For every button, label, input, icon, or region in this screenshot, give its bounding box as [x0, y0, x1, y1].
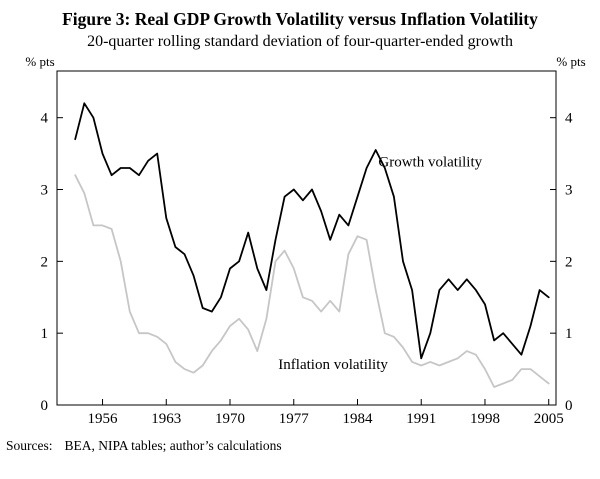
- series-label: Growth volatility: [378, 155, 482, 171]
- inflation-volatility-line: [74, 174, 550, 388]
- x-tick-label: 1956: [88, 411, 119, 427]
- x-tick-label: 2005: [534, 411, 564, 427]
- sources-label: Sources:: [6, 438, 53, 453]
- sources-note: Sources: BEA, NIPA tables; author’s calcu…: [6, 438, 600, 454]
- sources-text: BEA, NIPA tables; author’s calculations: [64, 438, 282, 453]
- chart-series: [74, 102, 550, 388]
- x-tick-label: 1984: [342, 411, 373, 427]
- y-tick-label-left: 4: [41, 111, 49, 127]
- y-tick-label-right: 0: [565, 398, 573, 414]
- axis-ticks: [57, 117, 556, 406]
- figure-title: Figure 3: Real GDP Growth Volatility ver…: [62, 9, 538, 29]
- line-chart: % pts % pts 0 0 1 1 2 2 3 3 4 4 1956 1963 1970 1977 19…: [25, 54, 585, 427]
- x-tick-label: 1977: [279, 411, 310, 427]
- series-label: Inflation volatility: [278, 357, 388, 373]
- y-axis-units-left: % pts: [25, 54, 54, 69]
- x-tick-label: 1991: [406, 411, 436, 427]
- axis-tick-labels: 0 0 1 1 2 2 3 3 4 4 1956 1963 1970 1977 1984 1991 1998 20…: [41, 111, 574, 427]
- x-tick-label: 1970: [215, 411, 245, 427]
- y-tick-label-left: 3: [41, 183, 49, 199]
- figure-subtitle: 20-quarter rolling standard deviation of…: [87, 33, 513, 50]
- x-tick-label: 1998: [470, 411, 500, 427]
- y-tick-label-left: 2: [41, 254, 49, 270]
- y-tick-label-right: 4: [565, 111, 573, 127]
- y-axis-units-right: % pts: [556, 54, 585, 69]
- y-tick-label-left: 0: [41, 398, 49, 414]
- y-tick-label-right: 3: [565, 183, 573, 199]
- y-tick-label-right: 2: [565, 254, 573, 270]
- x-tick-label: 1963: [151, 411, 181, 427]
- plot-frame: [56, 70, 557, 406]
- series-annotations: Growth volatility Inflation volatility: [278, 155, 482, 374]
- growth-volatility-line: [74, 102, 550, 360]
- y-tick-label-right: 1: [565, 326, 573, 342]
- y-tick-label-left: 1: [41, 326, 49, 342]
